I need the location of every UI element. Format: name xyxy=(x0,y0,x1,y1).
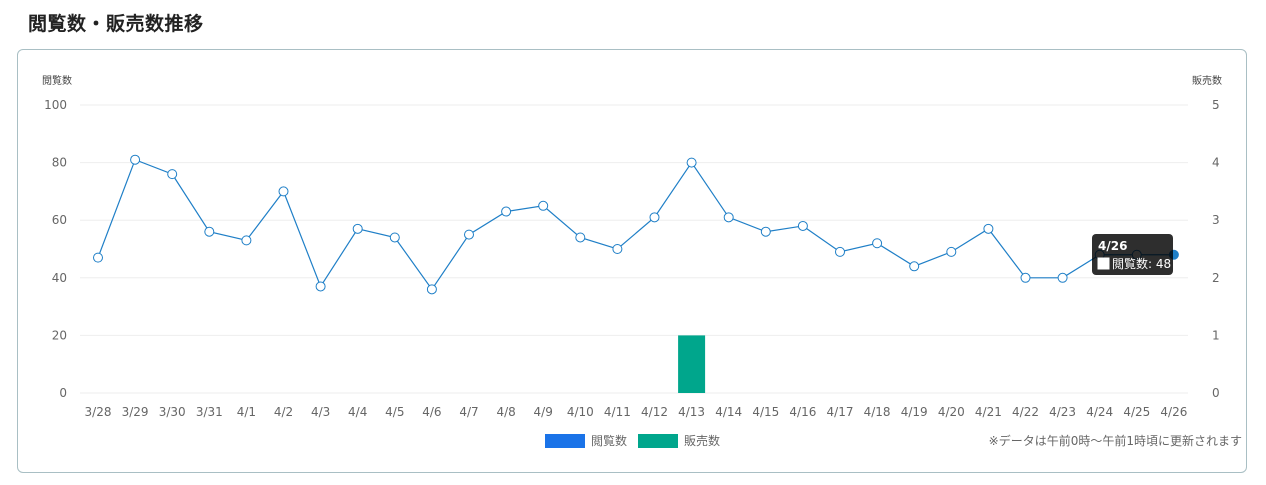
x-tick-label: 4/10 xyxy=(567,405,594,419)
left-tick-label: 0 xyxy=(59,386,67,400)
views-point[interactable] xyxy=(872,238,883,249)
update-note: ※データは午前0時〜午前1時頃に更新されます xyxy=(988,434,1242,448)
x-tick-label: 3/28 xyxy=(85,405,112,419)
x-tick-label: 4/11 xyxy=(604,405,631,419)
tooltip-swatch xyxy=(1097,257,1110,270)
axes: 0 20 40 60 80 100 0 1 2 3 4 5 閲覧数 販売数 3/28 3/29 3/30 3/31… xyxy=(42,74,1222,419)
tooltip-value: 閲覧数: 48 xyxy=(1112,256,1171,271)
left-tick-label: 20 xyxy=(52,328,67,342)
x-tick-label: 4/13 xyxy=(678,405,705,419)
views-point[interactable] xyxy=(909,261,920,272)
x-tick-label: 4/4 xyxy=(348,405,367,419)
sales-bar[interactable] xyxy=(678,335,706,393)
views-line-path xyxy=(97,158,1174,291)
views-point[interactable] xyxy=(167,169,178,180)
views-point[interactable] xyxy=(723,212,734,223)
x-tick-label: 4/21 xyxy=(975,405,1002,419)
views-points xyxy=(93,154,1179,295)
x-tick-label: 4/3 xyxy=(311,405,330,419)
left-tick-label: 100 xyxy=(44,98,67,112)
left-tick-label: 60 xyxy=(52,213,67,227)
right-axis-title: 販売数 xyxy=(1192,74,1222,87)
left-axis-title: 閲覧数 xyxy=(42,74,72,87)
x-tick-label: 4/8 xyxy=(496,405,515,419)
tooltip-title: 4/26 xyxy=(1098,239,1127,253)
grid-lines xyxy=(80,104,1188,394)
views-point[interactable] xyxy=(612,244,623,254)
views-point[interactable] xyxy=(575,232,586,243)
views-point[interactable] xyxy=(464,229,474,240)
x-tick-label: 4/17 xyxy=(827,405,854,419)
views-point[interactable] xyxy=(130,154,141,165)
views-point[interactable] xyxy=(946,246,957,257)
right-tick-label: 5 xyxy=(1212,98,1220,112)
x-tick-label: 3/29 xyxy=(122,405,149,419)
legend-label: 閲覧数 xyxy=(591,433,627,448)
views-point[interactable] xyxy=(389,232,400,243)
x-tick-label: 3/31 xyxy=(196,405,223,419)
x-tick-label: 4/26 xyxy=(1160,405,1187,419)
x-tick-label: 4/2 xyxy=(274,405,293,419)
views-point[interactable] xyxy=(983,223,994,234)
x-tick-label: 4/6 xyxy=(422,405,441,419)
x-tick-label: 4/7 xyxy=(459,405,478,419)
right-tick-label: 4 xyxy=(1212,156,1220,170)
legend-label: 販売数 xyxy=(684,433,720,448)
left-tick-label: 40 xyxy=(52,271,67,285)
views-point[interactable] xyxy=(426,284,437,295)
x-tick-label: 3/30 xyxy=(159,405,186,419)
right-tick-label: 3 xyxy=(1212,213,1220,227)
views-point[interactable] xyxy=(686,157,697,168)
views-point[interactable] xyxy=(278,186,289,197)
x-tick-label: 4/18 xyxy=(864,405,891,419)
legend-swatch[interactable] xyxy=(545,434,585,448)
tooltip-box xyxy=(1092,234,1173,275)
x-tick-label: 4/14 xyxy=(715,405,742,419)
views-point[interactable] xyxy=(538,200,549,211)
chart-card xyxy=(17,49,1247,473)
tooltip: 4/26 閲覧数: 48 xyxy=(1092,234,1173,275)
views-point[interactable] xyxy=(501,206,512,217)
views-point[interactable] xyxy=(797,220,808,231)
right-tick-label: 1 xyxy=(1212,328,1220,342)
views-point[interactable] xyxy=(649,212,660,223)
views-point[interactable] xyxy=(1020,272,1031,283)
views-point[interactable] xyxy=(315,281,326,292)
page-title: 閲覧数・販売数推移 xyxy=(28,13,204,35)
x-tick-label: 4/1 xyxy=(237,405,256,419)
x-tick-label: 4/24 xyxy=(1086,405,1113,419)
views-point[interactable] xyxy=(352,223,363,234)
x-tick-label: 4/20 xyxy=(938,405,965,419)
right-tick-label: 2 xyxy=(1212,271,1220,285)
views-point[interactable] xyxy=(1057,272,1068,283)
views-point[interactable] xyxy=(204,226,215,237)
x-tick-label: 4/16 xyxy=(789,405,816,419)
x-tick-label: 4/15 xyxy=(752,405,779,419)
x-tick-label: 4/25 xyxy=(1123,405,1150,419)
x-tick-label: 4/9 xyxy=(534,405,553,419)
legend-swatch[interactable] xyxy=(638,434,678,448)
views-point[interactable] xyxy=(835,246,845,257)
views-line xyxy=(97,158,1174,291)
right-tick-label: 0 xyxy=(1212,386,1220,400)
views-point[interactable] xyxy=(760,226,771,237)
x-tick-label: 4/22 xyxy=(1012,405,1039,419)
left-tick-label: 80 xyxy=(52,156,67,170)
x-tick-label: 4/23 xyxy=(1049,405,1076,419)
x-tick-label: 4/12 xyxy=(641,405,668,419)
views-point[interactable] xyxy=(93,252,103,263)
x-tick-label: 4/19 xyxy=(901,405,928,419)
views-point[interactable] xyxy=(241,235,252,246)
x-tick-label: 4/5 xyxy=(385,405,404,419)
legend[interactable]: 閲覧数 販売数 xyxy=(545,433,720,448)
sales-bars xyxy=(678,335,706,393)
